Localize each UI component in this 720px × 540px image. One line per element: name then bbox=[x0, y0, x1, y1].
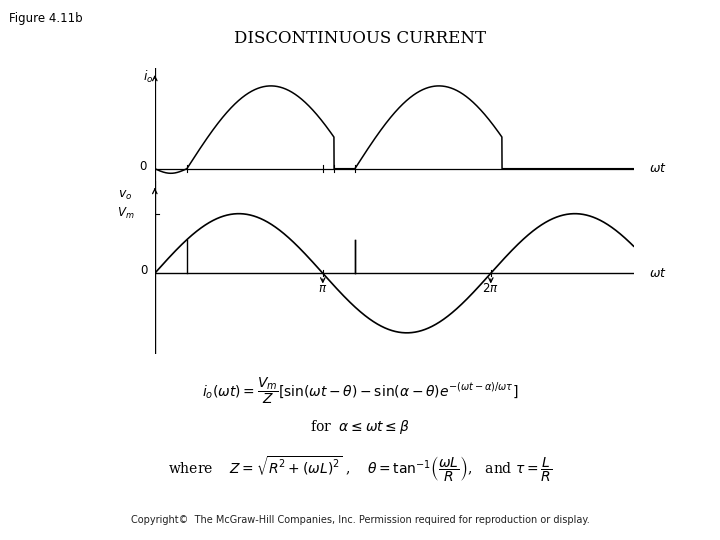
Text: $\beta$: $\beta$ bbox=[330, 181, 338, 194]
Text: for  $\alpha \leq \omega t \leq \beta$: for $\alpha \leq \omega t \leq \beta$ bbox=[310, 418, 410, 436]
Text: $i_o$: $i_o$ bbox=[143, 69, 153, 85]
Text: $\pi$: $\pi$ bbox=[318, 282, 328, 295]
Text: $v_o$: $v_o$ bbox=[118, 189, 132, 202]
Text: Figure 4.11b: Figure 4.11b bbox=[9, 12, 83, 25]
Text: 0: 0 bbox=[140, 265, 148, 278]
Text: $i_o(\omega t) = \dfrac{V_m}{Z}\left[\sin(\omega t - \theta) - \sin(\alpha - \th: $i_o(\omega t) = \dfrac{V_m}{Z}\left[\si… bbox=[202, 375, 518, 406]
Text: $V_m$: $V_m$ bbox=[117, 206, 134, 221]
Text: $\pi$: $\pi$ bbox=[318, 181, 327, 191]
Text: where    $Z = \sqrt{R^2 + (\omega L)^2}$ ,    $\theta = \tan^{-1}\!\left(\dfrac{: where $Z = \sqrt{R^2 + (\omega L)^2}$ , … bbox=[168, 455, 552, 484]
Text: $\pi+\alpha$: $\pi+\alpha$ bbox=[340, 181, 369, 192]
Text: Copyright©  The McGraw-Hill Companies, Inc. Permission required for reproduction: Copyright© The McGraw-Hill Companies, In… bbox=[130, 515, 590, 525]
Text: $\omega t$: $\omega t$ bbox=[649, 162, 666, 175]
Text: $2\pi$: $2\pi$ bbox=[482, 282, 499, 295]
Text: $\alpha$: $\alpha$ bbox=[182, 181, 192, 191]
Text: $\omega t$: $\omega t$ bbox=[649, 267, 666, 280]
Text: DISCONTINUOUS CURRENT: DISCONTINUOUS CURRENT bbox=[234, 30, 486, 46]
Text: 0: 0 bbox=[140, 160, 147, 173]
